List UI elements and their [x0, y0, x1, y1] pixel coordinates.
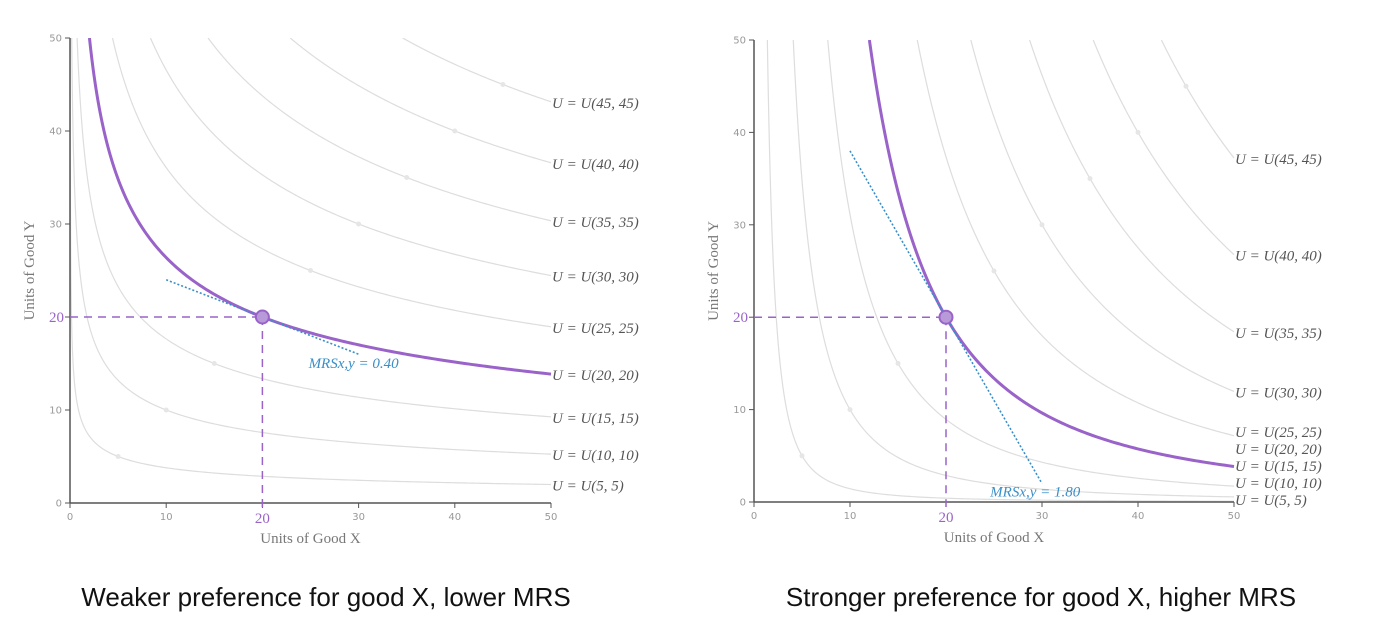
y-tick-label: 30 [49, 220, 62, 231]
curve-label: U = U(15, 15) [1235, 459, 1322, 475]
y-tick-label: 10 [49, 406, 62, 417]
curve-label: U = U(20, 20) [1235, 442, 1322, 458]
curve-label: U = U(20, 20) [552, 368, 639, 384]
indifference-curve [1092, 40, 1235, 256]
curve-label: U = U(35, 35) [552, 215, 639, 231]
curve-marker [895, 360, 901, 366]
y-tick-label: 40 [49, 127, 62, 138]
curve-label: U = U(45, 45) [1235, 152, 1322, 168]
y-axis-label: Units of Good Y [706, 221, 722, 321]
indifference-curve [792, 40, 1235, 498]
x-tick-label: 50 [1228, 511, 1241, 522]
chart-right: U = U(5, 5)U = U(10, 10)U = U(15, 15)U =… [706, 36, 1322, 547]
indifference-curve [970, 40, 1235, 393]
x-tick-label: 30 [352, 512, 365, 523]
highlighted-indifference-curve [87, 38, 552, 376]
curve-label: U = U(45, 45) [552, 96, 639, 112]
consumption-point [254, 309, 270, 325]
indifference-curve [149, 38, 552, 277]
curve-marker [163, 407, 169, 413]
y-tick-label: 40 [733, 128, 746, 139]
indifference-curve [402, 38, 552, 103]
curve-label: U = U(40, 40) [552, 157, 639, 173]
curve-label: U = U(5, 5) [1235, 493, 1307, 509]
x-tick-label: 10 [160, 512, 173, 523]
y-tick-label: 30 [733, 220, 746, 231]
indifference-curve [70, 38, 552, 486]
curve-marker [500, 82, 506, 87]
point-y-label: 20 [49, 310, 64, 326]
curve-label: U = U(25, 25) [552, 321, 639, 337]
curve-label: U = U(35, 35) [1235, 326, 1322, 342]
curve-marker [1183, 83, 1189, 89]
caption-left: Weaker preference for good X, lower MRS [81, 582, 571, 612]
curve-label: U = U(25, 25) [1235, 425, 1322, 441]
curve-label: U = U(40, 40) [1235, 249, 1322, 265]
x-axis-label: Units of Good X [944, 530, 1045, 546]
curve-marker [1087, 176, 1093, 182]
indifference-curve [1160, 40, 1235, 159]
curve-label: U = U(10, 10) [1235, 476, 1322, 492]
curve-marker [356, 221, 362, 227]
y-tick-label: 0 [740, 498, 746, 509]
consumption-point [938, 309, 954, 325]
chart-left: U = U(5, 5) U = U(10, 10) U = U(15, 15) U =… [22, 34, 639, 548]
curve-marker [452, 128, 458, 134]
curve-marker [991, 268, 997, 274]
curve-marker [404, 175, 410, 180]
indifference-curve [71, 38, 552, 455]
curve-marker [115, 454, 121, 459]
highlighted-indifference-curve [867, 40, 1235, 468]
curve-marker [211, 361, 217, 366]
x-tick-label: 40 [448, 512, 461, 523]
curve-marker [1039, 222, 1045, 228]
x-tick-label: 0 [751, 511, 757, 522]
mrs-label: MRSx,y = 1.80 [989, 484, 1081, 500]
y-tick-label: 50 [49, 34, 62, 45]
indifference-curve [76, 38, 552, 418]
point-y-label: 20 [733, 310, 748, 326]
x-tick-label: 50 [545, 512, 558, 523]
curve-marker [1135, 129, 1141, 135]
x-tick-label: 40 [1132, 511, 1145, 522]
x-tick-label: 30 [1036, 511, 1049, 522]
x-axis-label: Units of Good X [260, 531, 361, 547]
caption-right: Stronger preference for good X, higher M… [785, 582, 1297, 612]
y-tick-label: 50 [733, 36, 746, 47]
indifference-curve [289, 38, 552, 164]
indifference-curve [1029, 40, 1235, 333]
curve-label: U = U(30, 30) [552, 270, 639, 286]
y-axis-label: Units of Good Y [22, 220, 38, 320]
curve-label: U = U(5, 5) [552, 478, 624, 494]
y-tick-label: 0 [56, 499, 62, 510]
indifference-curve [916, 40, 1235, 437]
point-x-label: 20 [939, 510, 954, 526]
curve-label: U = U(10, 10) [552, 448, 639, 464]
x-tick-label: 10 [844, 511, 857, 522]
indifference-curve [111, 38, 552, 328]
y-tick-label: 10 [733, 405, 746, 416]
indifference-curve [827, 40, 1235, 487]
indifference-curve [766, 40, 1235, 502]
indifference-curve [207, 38, 552, 222]
curve-label: U = U(15, 15) [552, 411, 639, 427]
curve-label: U = U(30, 30) [1235, 385, 1322, 401]
point-x-label: 20 [255, 511, 270, 527]
mrs-label: MRSx,y = 0.40 [308, 356, 400, 372]
curve-marker [308, 268, 313, 273]
curve-marker [847, 407, 853, 413]
x-tick-label: 0 [67, 512, 73, 523]
curve-marker [799, 453, 805, 459]
